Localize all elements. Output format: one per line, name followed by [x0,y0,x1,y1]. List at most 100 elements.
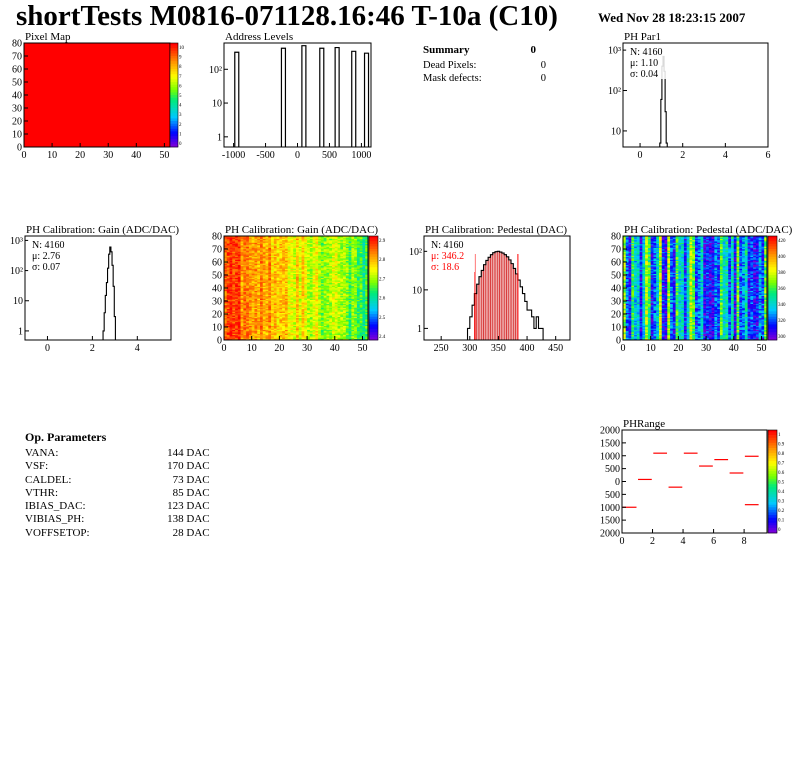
heatmap-cell [268,286,272,289]
heatmap-cell [634,255,638,258]
heatmap-cell [334,303,338,306]
heatmap-cell [343,316,347,319]
heatmap-cell [232,302,236,304]
heatmap-cell [229,249,233,251]
heatmap-cell [307,307,311,310]
heatmap-cell [318,325,322,328]
heatmap-cell [232,250,236,252]
heatmap-cell [354,271,358,273]
heatmap-cells [623,236,768,341]
heatmap-cell [356,265,360,268]
heatmap-cell [634,290,638,293]
heatmap-cell [240,303,244,306]
heatmap-cell [284,306,288,308]
heatmap-cell [318,298,322,300]
heatmap-cell [636,310,640,312]
heatmap-cell [362,316,366,319]
heatmap-cell [320,290,324,293]
chart-ph-gain-map: PH Calibration: Gain (ADC/DAC)0 10 20 30 40 5… [212,224,386,354]
heatmap-cell [351,239,355,242]
heatmap-cell [265,306,269,308]
heatmap-cell [246,319,250,321]
heatmap-cell [296,252,300,255]
palette-swatch [369,295,378,299]
heatmap-cell [235,241,239,243]
heatmap-cell [329,250,333,252]
heatmap-cell [365,330,369,333]
heatmap-cell [257,245,261,247]
heatmap-cell [243,294,247,297]
heatmap-cell [290,247,294,250]
heatmap-cell [279,295,283,298]
heatmap-cell [271,307,275,310]
heatmap-cell [636,272,640,274]
heatmap-cell [345,281,349,284]
heatmap-cell [365,323,369,325]
heatmap-cell [232,263,236,265]
heatmap-cell [251,329,255,332]
heatmap-cell [232,317,236,320]
heatmap-cell [320,242,324,245]
heatmap-cell [254,246,258,248]
heatmap-cell [279,238,283,241]
heatmap-cell [326,319,330,321]
heatmap-cell [265,269,269,272]
heatmap-cell [356,316,360,319]
heatmap-cell [359,237,363,239]
heatmap-cell [312,284,316,286]
heatmap-cell [365,268,369,271]
heatmap-cell [251,271,255,273]
heatmap-cell [337,311,341,313]
heatmap-cell [290,265,294,268]
heatmap-cell [309,278,313,281]
heatmap-cell [307,325,311,328]
heatmap-cell [246,278,250,281]
heatmap-cell [345,284,349,286]
heatmap-cell [298,332,302,334]
palette-tick-label: 1 [179,132,182,137]
heatmap-cell [351,250,355,252]
heatmap-cell [262,276,266,278]
heatmap-cell [329,290,333,293]
heatmap-cell [315,246,319,248]
heatmap-cell [362,269,366,272]
heatmap-cell [246,268,250,271]
heatmap-cell [329,251,333,254]
heatmap-cell [348,334,352,337]
heatmap-cell [354,290,358,293]
heatmap-cell [362,249,366,251]
heatmap-cell [362,328,366,330]
heatmap-cell [224,314,228,316]
heatmap-cell [326,243,330,246]
heatmap-cell [329,330,333,333]
heatmap-cell [304,278,308,281]
heatmap-cell [254,258,258,260]
heatmap-cell [334,262,338,264]
heatmap-cell [240,271,244,273]
heatmap-cell [265,275,269,277]
heatmap-cell [262,330,266,333]
heatmap-cell [243,247,247,250]
heatmap-cell [240,334,244,337]
heatmap-cell [287,332,291,334]
heatmap-cell [351,303,355,306]
heatmap-cell [268,321,272,324]
heatmap-cell [309,247,313,250]
heatmap-cell [304,325,308,328]
heatmap-cell [343,328,347,330]
heatmap-cell [268,245,272,247]
heatmap-cell [273,276,277,278]
heatmap-cell [636,263,640,265]
heatmap-cell [351,304,355,307]
heatmap-cell [315,278,319,281]
heatmap-cell [636,336,640,338]
heatmap-cell [365,255,369,258]
heatmap-cell [340,239,344,242]
heatmap-cell [237,298,241,300]
heatmap-cell [282,308,286,311]
heatmap-cell [304,241,308,243]
heatmap-cell [265,255,269,258]
heatmap-cell [307,245,311,247]
heatmap-cell [224,238,228,241]
